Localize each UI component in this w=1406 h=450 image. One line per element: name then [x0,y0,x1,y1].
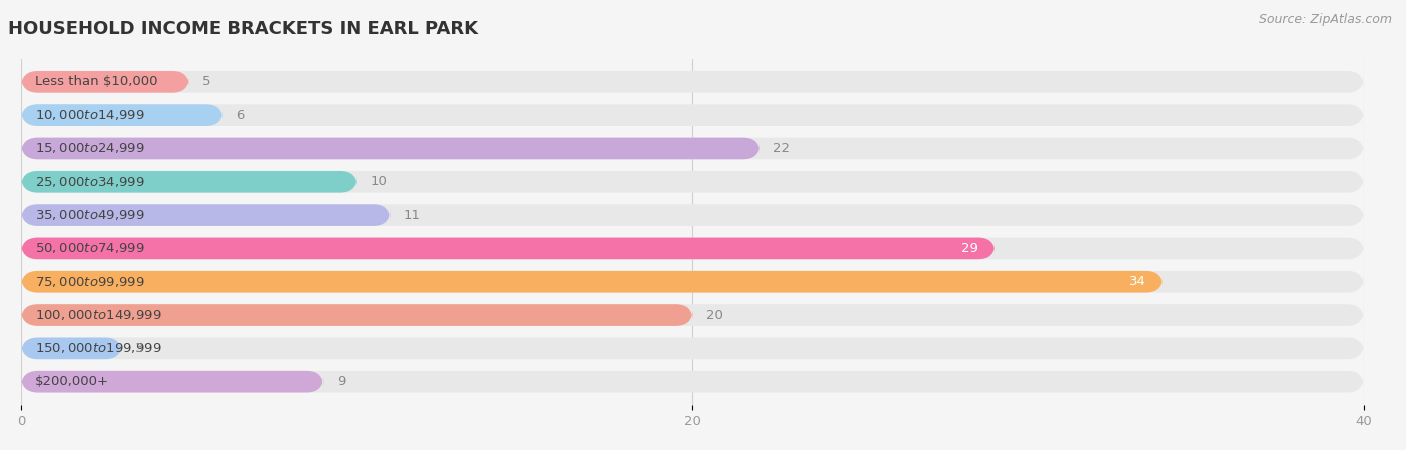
FancyBboxPatch shape [21,371,1364,392]
FancyBboxPatch shape [21,171,357,193]
Text: 20: 20 [706,309,723,322]
FancyBboxPatch shape [21,104,222,126]
Text: HOUSEHOLD INCOME BRACKETS IN EARL PARK: HOUSEHOLD INCOME BRACKETS IN EARL PARK [7,20,478,38]
Text: 29: 29 [960,242,977,255]
FancyBboxPatch shape [21,338,122,359]
Text: $150,000 to $199,999: $150,000 to $199,999 [35,342,162,356]
Text: 9: 9 [336,375,344,388]
FancyBboxPatch shape [21,71,188,93]
FancyBboxPatch shape [21,271,1364,292]
FancyBboxPatch shape [21,138,1364,159]
Text: 3: 3 [135,342,143,355]
Text: 5: 5 [202,75,211,88]
Text: $200,000+: $200,000+ [35,375,108,388]
FancyBboxPatch shape [21,204,391,226]
Text: $75,000 to $99,999: $75,000 to $99,999 [35,275,145,289]
FancyBboxPatch shape [21,238,1364,259]
Text: $15,000 to $24,999: $15,000 to $24,999 [35,141,145,155]
FancyBboxPatch shape [21,371,323,392]
FancyBboxPatch shape [21,171,1364,193]
FancyBboxPatch shape [21,138,759,159]
FancyBboxPatch shape [21,338,1364,359]
Text: 10: 10 [370,175,387,188]
Text: 6: 6 [236,108,245,122]
Text: $25,000 to $34,999: $25,000 to $34,999 [35,175,145,189]
FancyBboxPatch shape [21,304,1364,326]
Text: $50,000 to $74,999: $50,000 to $74,999 [35,241,145,256]
Text: $100,000 to $149,999: $100,000 to $149,999 [35,308,162,322]
FancyBboxPatch shape [21,238,994,259]
FancyBboxPatch shape [21,104,1364,126]
FancyBboxPatch shape [21,204,1364,226]
Text: 34: 34 [1129,275,1146,288]
FancyBboxPatch shape [21,304,693,326]
Text: Less than $10,000: Less than $10,000 [35,75,157,88]
FancyBboxPatch shape [21,71,1364,93]
Text: Source: ZipAtlas.com: Source: ZipAtlas.com [1258,14,1392,27]
Text: 22: 22 [773,142,790,155]
Text: $10,000 to $14,999: $10,000 to $14,999 [35,108,145,122]
FancyBboxPatch shape [21,271,1163,292]
Text: $35,000 to $49,999: $35,000 to $49,999 [35,208,145,222]
Text: 11: 11 [404,209,420,221]
